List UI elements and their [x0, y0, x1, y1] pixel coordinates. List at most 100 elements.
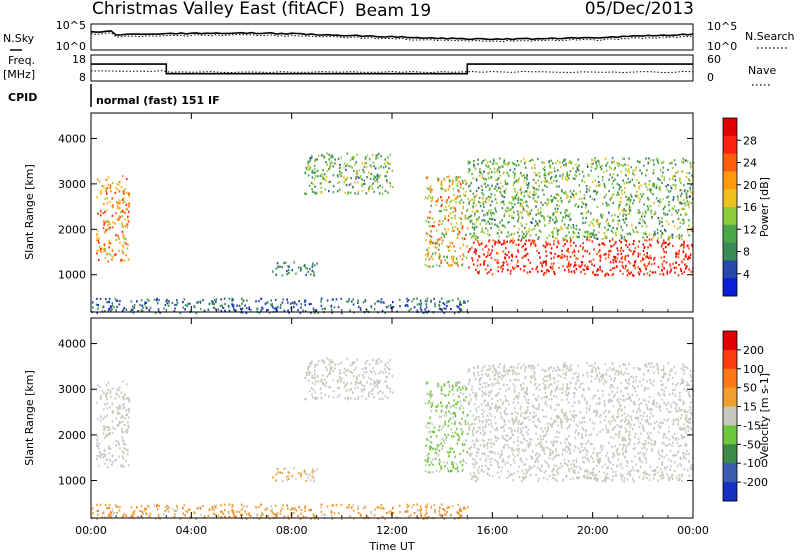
velocity-cell [120, 391, 123, 394]
velocity-cell [122, 395, 124, 399]
velocity-cell [531, 450, 534, 453]
power-cell [668, 242, 671, 245]
velocity-cell [632, 380, 635, 384]
velocity-cell [118, 405, 121, 409]
power-cell [427, 251, 430, 254]
velocity-cell [477, 374, 480, 377]
power-cell [345, 183, 348, 187]
velocity-cell [109, 447, 112, 451]
velocity-cell [548, 367, 551, 370]
nave-right-tick-bottom: 0 [707, 71, 714, 84]
power-cell [447, 175, 450, 178]
velocity-cell [508, 403, 510, 406]
power-cell [480, 185, 483, 188]
power-cell [215, 300, 217, 304]
power-cell [126, 208, 128, 211]
velocity-cell [314, 397, 317, 400]
power-cell [541, 214, 544, 218]
power-cell [376, 180, 379, 183]
velocity-cell [455, 381, 458, 384]
power-cell [667, 238, 670, 241]
velocity-cell [671, 473, 674, 476]
velocity-cell [489, 419, 492, 422]
velocity-cell [584, 429, 587, 432]
velocity-cell [361, 390, 364, 393]
power-cell [425, 177, 428, 180]
power-cell [478, 201, 480, 204]
power-cell [556, 255, 559, 258]
velocity-cell [475, 394, 478, 397]
velocity-cell [545, 446, 547, 449]
velocity-cell [431, 430, 434, 433]
power-cell [272, 270, 274, 273]
velocity-cell [440, 442, 443, 445]
velocity-cell [638, 457, 641, 461]
velocity-cell [633, 386, 636, 389]
power-cell [476, 210, 479, 213]
velocity-cell [569, 478, 572, 481]
power-cell [445, 232, 448, 236]
nave-label: Nave [748, 64, 776, 77]
power-cell [438, 303, 440, 306]
power-cell [147, 299, 150, 302]
power-cell [540, 230, 542, 234]
power-colorbar-block [723, 171, 737, 190]
power-cell [286, 298, 288, 301]
power-cell [122, 192, 125, 195]
velocity-cell [639, 432, 642, 435]
power-cell [313, 160, 316, 163]
power-cell [495, 179, 497, 182]
power-cell [596, 220, 598, 223]
velocity-cell [553, 394, 555, 398]
velocity-cell [661, 376, 664, 379]
velocity-cell [319, 380, 322, 383]
velocity-cell [660, 449, 663, 452]
power-cell [486, 232, 489, 236]
power-cell [682, 243, 685, 247]
power-cell [683, 207, 686, 210]
velocity-cell [598, 402, 600, 405]
velocity-cell [603, 399, 606, 403]
power-cell [459, 195, 461, 198]
velocity-cell [676, 464, 679, 468]
velocity-cell [508, 368, 511, 372]
power-cell [435, 204, 438, 207]
velocity-cell [515, 418, 518, 421]
power-cell [430, 200, 433, 203]
velocity-cell [663, 401, 665, 405]
velocity-cell [308, 373, 311, 376]
velocity-cell [275, 473, 278, 476]
power-colorbar-block [723, 153, 737, 172]
power-cell [387, 305, 390, 308]
power-cell [666, 270, 669, 273]
power-cell [586, 238, 588, 241]
power-cell [118, 206, 121, 210]
power-cell [452, 226, 454, 229]
power-cell [507, 221, 509, 224]
power-cell [368, 185, 371, 189]
power-cell [528, 211, 531, 214]
power-cell [406, 303, 408, 307]
power-cell [558, 254, 560, 258]
power-cell [543, 217, 545, 220]
velocity-cell [308, 389, 311, 393]
power-cell [685, 196, 688, 199]
velocity-cell [313, 369, 316, 373]
velocity-cell [623, 477, 626, 480]
power-cell [595, 162, 597, 165]
power-cell [459, 309, 462, 313]
power-cell [628, 206, 631, 209]
velocity-cell [475, 410, 478, 413]
velocity-cell [388, 372, 390, 375]
power-cell [574, 204, 576, 207]
power-cell [500, 265, 503, 268]
power-cell [473, 223, 476, 226]
power-cell [406, 297, 408, 300]
power-cell [588, 236, 590, 239]
power-cell [326, 299, 329, 302]
power-cell [456, 305, 458, 308]
power-cell [490, 217, 493, 221]
velocity-cell [344, 396, 346, 400]
power-cell [332, 165, 334, 168]
velocity-cell [467, 400, 470, 403]
